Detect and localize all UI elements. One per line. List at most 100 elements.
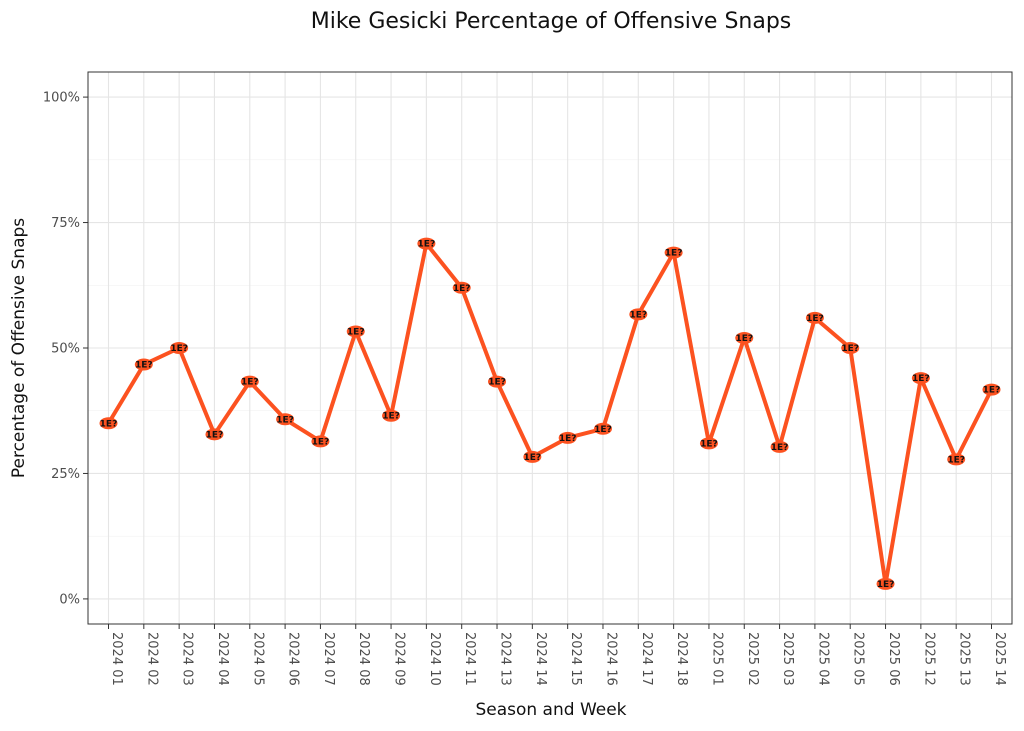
data-point-marker: [346, 325, 365, 338]
x-axis-title: Season and Week: [475, 700, 626, 720]
x-tick-label: 2024 05: [250, 632, 265, 686]
y-tick-label: 75%: [51, 216, 80, 231]
x-tick-label: 2024 11: [462, 632, 477, 686]
data-point: 1E?: [134, 358, 153, 371]
x-tick-label: 2025 13: [957, 632, 972, 686]
data-point-marker: [558, 431, 577, 444]
data-point-label: 1E?: [382, 412, 400, 422]
data-point: 1E?: [205, 428, 224, 441]
major-gridlines: [88, 72, 1012, 624]
data-point-label: 1E?: [312, 437, 330, 447]
data-point: 1E?: [911, 372, 930, 385]
data-point-marker: [488, 375, 507, 388]
x-tick-label: 2025 12: [921, 632, 936, 686]
data-point-marker: [841, 342, 860, 354]
data-point-label: 1E?: [100, 419, 118, 429]
x-tick-label: 2025 05: [851, 632, 866, 686]
x-tick-label: 2024 13: [498, 632, 513, 686]
data-point: 1E?: [170, 342, 189, 354]
x-tick-label: 2024 08: [356, 632, 371, 686]
x-tick-label: 2025 04: [815, 632, 830, 686]
data-point-label: 1E?: [841, 344, 859, 354]
data-point: 1E?: [947, 453, 966, 466]
data-point-marker: [876, 577, 895, 590]
x-tick-label: 2024 06: [286, 632, 301, 686]
data-point-label: 1E?: [206, 430, 224, 440]
x-tick-label: 2025 06: [886, 632, 901, 686]
data-point-label: 1E?: [524, 453, 542, 463]
data-point-label: 1E?: [418, 240, 436, 250]
data-point-marker: [382, 409, 401, 422]
data-point-marker: [523, 450, 542, 463]
data-point: 1E?: [346, 325, 365, 338]
data-point-marker: [134, 358, 153, 371]
data-point-marker: [205, 428, 224, 441]
data-point: 1E?: [240, 375, 259, 388]
data-point: 1E?: [699, 437, 718, 450]
data-point-marker: [735, 331, 754, 344]
data-point: 1E?: [841, 342, 860, 354]
data-point-label: 1E?: [947, 455, 965, 465]
data-point-marker: [240, 375, 259, 388]
data-point: 1E?: [488, 375, 507, 388]
data-point-label: 1E?: [347, 327, 365, 337]
data-point: 1E?: [417, 237, 436, 250]
x-tick-label: 2024 09: [392, 632, 407, 686]
data-point-marker: [417, 237, 436, 250]
y-tick-label: 25%: [51, 467, 80, 482]
data-point: 1E?: [558, 431, 577, 444]
data-point-label: 1E?: [241, 378, 259, 388]
x-tick-label: 2024 02: [144, 632, 159, 686]
data-point-marker: [947, 453, 966, 466]
data-point-marker: [452, 281, 471, 294]
x-tick-label: 2024 18: [674, 632, 689, 686]
data-point: 1E?: [523, 450, 542, 463]
data-point-marker: [664, 246, 683, 259]
x-tick-label: 2024 15: [568, 632, 583, 686]
series-group: [106, 241, 994, 586]
x-tick-label: 2024 01: [109, 632, 124, 686]
x-tick-label: 2025 03: [780, 632, 795, 686]
series-line: [106, 241, 994, 586]
x-tick-label: 2024 03: [180, 632, 195, 686]
data-point: 1E?: [276, 413, 295, 426]
data-point-label: 1E?: [700, 439, 718, 449]
data-point-marker: [982, 383, 1001, 396]
data-point-label: 1E?: [665, 249, 683, 259]
data-point-label: 1E?: [276, 415, 294, 425]
x-tick-label: 2024 04: [215, 632, 230, 686]
data-point: 1E?: [664, 246, 683, 259]
data-point: 1E?: [805, 311, 824, 324]
data-point-marker: [311, 435, 330, 448]
x-tick-label: 2025 01: [709, 632, 724, 686]
x-tick-label: 2025 02: [745, 632, 760, 686]
data-point-label: 1E?: [135, 361, 153, 371]
data-point-label: 1E?: [912, 374, 930, 384]
data-point-label: 1E?: [771, 443, 789, 453]
data-point: 1E?: [452, 281, 471, 294]
data-point: 1E?: [629, 308, 648, 321]
data-point-marker: [911, 372, 930, 385]
data-point-label: 1E?: [983, 386, 1001, 396]
x-tick-label: 2024 14: [533, 632, 548, 686]
x-tick-label: 2024 07: [321, 632, 336, 686]
data-point-label: 1E?: [877, 580, 895, 590]
data-point-marker: [629, 308, 648, 321]
y-tick-label: 50%: [51, 342, 80, 357]
data-point-marker: [99, 417, 118, 430]
data-point: 1E?: [770, 440, 789, 453]
chart-title: Mike Gesicki Percentage of Offensive Sna…: [311, 9, 792, 34]
data-point-marker: [805, 311, 824, 324]
data-point-label: 1E?: [453, 284, 471, 294]
data-point-marker: [170, 342, 189, 354]
data-point: 1E?: [876, 577, 895, 590]
data-point-marker: [699, 437, 718, 450]
x-tick-label: 2025 14: [992, 632, 1007, 686]
data-point: 1E?: [382, 409, 401, 422]
data-point: 1E?: [982, 383, 1001, 396]
x-tick-label: 2024 16: [603, 632, 618, 686]
data-point: 1E?: [735, 331, 754, 344]
data-point: 1E?: [311, 435, 330, 448]
